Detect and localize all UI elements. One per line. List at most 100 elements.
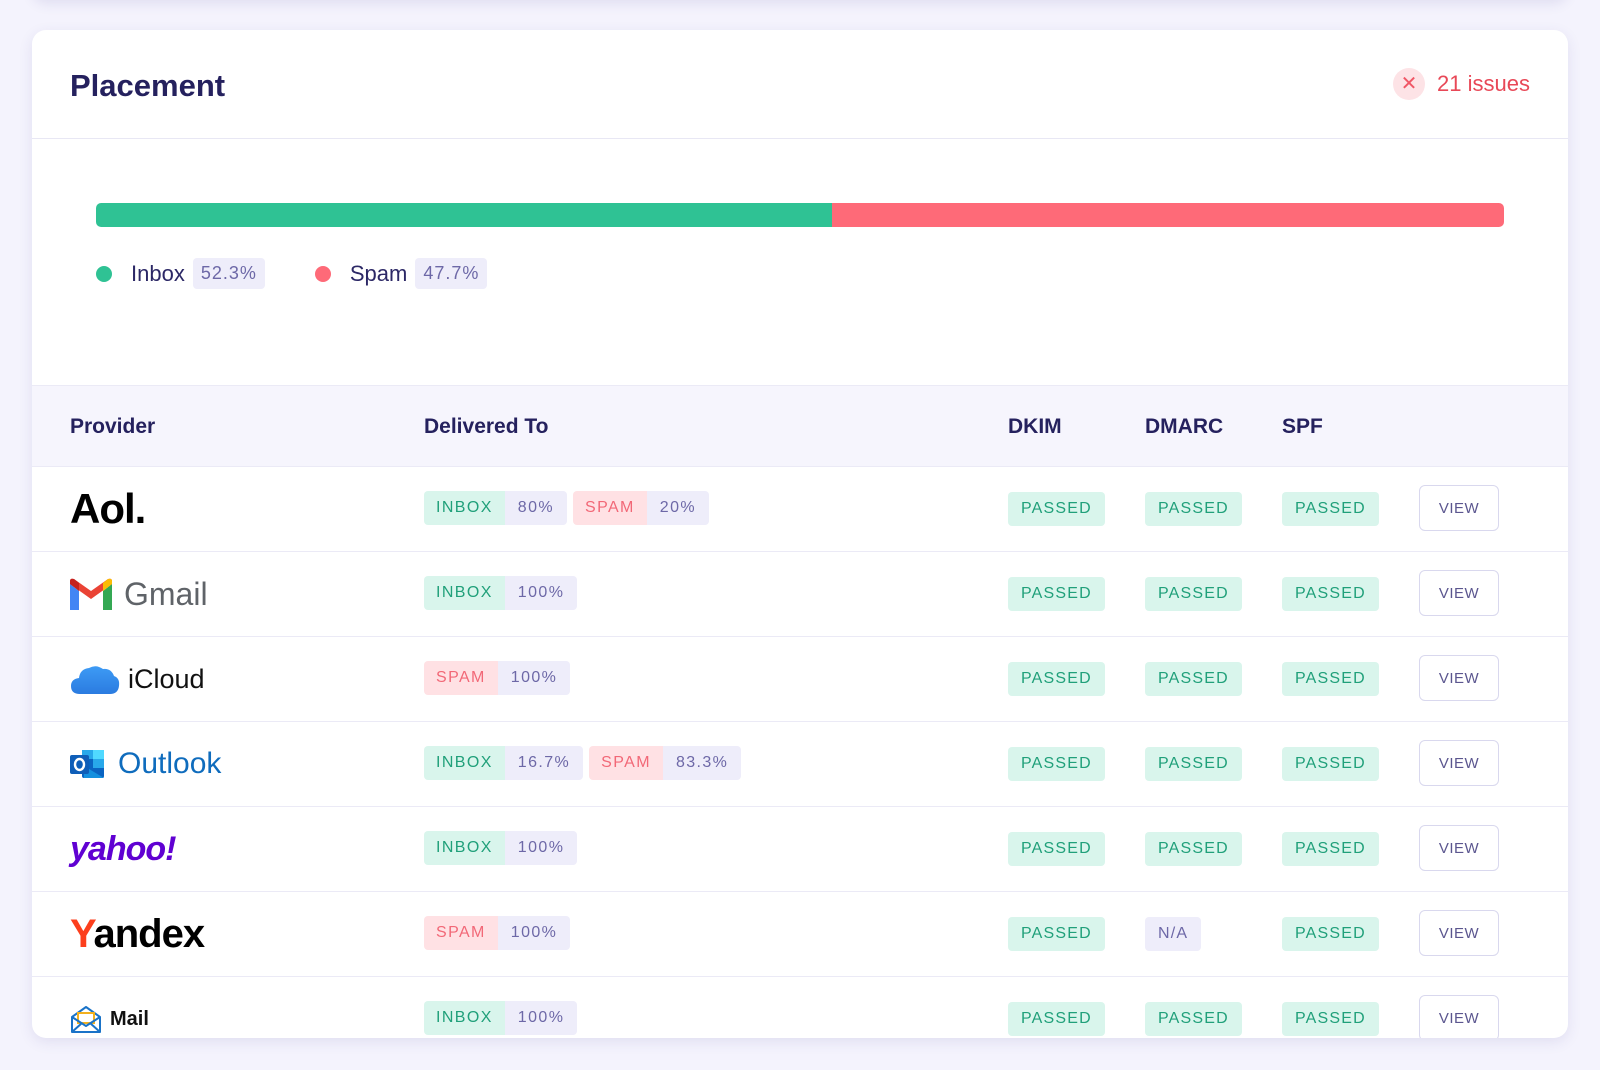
pill-pct: 100% — [504, 576, 578, 610]
yandex-logo-rest: andex — [93, 911, 205, 956]
table-row: yahoo! INBOX 100% PASSED PASSED PASSED VI… — [32, 807, 1568, 892]
pill-pct: 80% — [504, 491, 568, 525]
issues-indicator[interactable]: ✕ 21 issues — [1393, 68, 1530, 100]
delivered-to: INBOX 16.7% SPAM 83.3% — [424, 746, 742, 780]
spam-bar-segment — [832, 203, 1504, 227]
card-header: Placement ✕ 21 issues — [32, 30, 1568, 139]
dkim-status: PASSED — [1008, 577, 1105, 611]
mail-envelope-icon — [71, 1006, 101, 1033]
dkim-status: PASSED — [1008, 492, 1105, 526]
pill-tag: INBOX — [424, 576, 505, 610]
view-button[interactable]: VIEW — [1419, 570, 1499, 616]
inbox-pill: INBOX 100% — [424, 831, 578, 865]
pill-pct: 20% — [646, 491, 710, 525]
icloud-icon — [71, 666, 120, 694]
pill-tag: INBOX — [424, 1001, 505, 1035]
outlook-logo-text: Outlook — [118, 747, 222, 780]
header-delivered: Delivered To — [424, 415, 549, 438]
yandex-logo: Yandex — [70, 911, 205, 957]
inbox-pill: INBOX 80% — [424, 491, 568, 525]
legend-spam-label: Spam — [349, 260, 408, 286]
table-row: Mail INBOX 100% PASSED PASSED PASSED VIEW — [32, 977, 1568, 1038]
yandex-logo-y: Y — [70, 911, 95, 956]
view-button[interactable]: VIEW — [1419, 825, 1499, 871]
pill-pct: 83.3% — [662, 746, 742, 780]
provider-gmail: Gmail — [70, 552, 208, 636]
dmarc-status: PASSED — [1145, 662, 1242, 696]
dmarc-status: N/A — [1145, 917, 1202, 951]
provider-mail: Mail — [70, 977, 149, 1038]
spf-status: PASSED — [1282, 492, 1379, 526]
aol-logo: Aol. — [70, 485, 146, 532]
gmail-icon — [70, 578, 112, 610]
header-dkim: DKIM — [1008, 415, 1062, 438]
header-provider: Provider — [70, 415, 156, 438]
dkim-status: PASSED — [1008, 1002, 1105, 1036]
spam-pill: SPAM 100% — [424, 661, 571, 695]
close-icon: ✕ — [1393, 68, 1426, 100]
pill-tag: SPAM — [589, 746, 663, 780]
issues-count: 21 issues — [1437, 71, 1530, 96]
pill-tag: INBOX — [424, 746, 505, 780]
dmarc-status: PASSED — [1145, 747, 1242, 781]
spf-status: PASSED — [1282, 917, 1379, 951]
view-button[interactable]: VIEW — [1419, 995, 1499, 1038]
dmarc-status: PASSED — [1145, 1002, 1242, 1036]
inbox-pill: INBOX 100% — [424, 576, 578, 610]
gmail-logo-text: Gmail — [124, 575, 208, 612]
table-header: Provider Delivered To DKIM DMARC SPF — [32, 386, 1568, 467]
delivered-to: INBOX 100% — [424, 1001, 578, 1035]
pill-tag: INBOX — [424, 831, 505, 865]
pill-pct: 16.7% — [504, 746, 584, 780]
inbox-pill: INBOX 16.7% — [424, 746, 584, 780]
pill-tag: INBOX — [424, 491, 505, 525]
provider-icloud: iCloud — [70, 637, 205, 721]
provider-yandex: Yandex — [70, 892, 205, 976]
spam-dot-icon — [314, 265, 331, 282]
table-row: Aol. INBOX 80% SPAM 20% PASSED PASSED PASS… — [32, 467, 1568, 552]
legend-spam: Spam 47.7% — [314, 258, 488, 289]
inbox-pill: INBOX 100% — [424, 1001, 578, 1035]
spf-status: PASSED — [1282, 1002, 1379, 1036]
dkim-status: PASSED — [1008, 662, 1105, 696]
pill-tag: SPAM — [424, 916, 498, 950]
provider-outlook: Outlook — [70, 722, 221, 806]
legend-inbox: Inbox 52.3% — [96, 258, 265, 289]
inbox-dot-icon — [96, 265, 112, 282]
spf-status: PASSED — [1282, 577, 1379, 611]
dkim-status: PASSED — [1008, 747, 1105, 781]
placement-bar — [96, 203, 1504, 227]
delivered-to: SPAM 100% — [424, 916, 571, 950]
mail-logo-text: Mail — [110, 1007, 149, 1030]
dkim-status: PASSED — [1008, 832, 1105, 866]
delivered-to: INBOX 80% SPAM 20% — [424, 491, 710, 525]
spam-pill: SPAM 100% — [424, 916, 571, 950]
placement-summary: Inbox 52.3% Spam 47.7% — [32, 139, 1568, 386]
table-body: Aol. INBOX 80% SPAM 20% PASSED PASSED PASS… — [32, 467, 1568, 1038]
pill-pct: 100% — [504, 1001, 578, 1035]
legend-spam-pct: 47.7% — [415, 258, 488, 289]
card-title: Placement — [70, 68, 226, 103]
spf-status: PASSED — [1282, 747, 1379, 781]
view-button[interactable]: VIEW — [1419, 485, 1499, 531]
view-button[interactable]: VIEW — [1419, 910, 1499, 956]
spam-pill: SPAM 20% — [573, 491, 710, 525]
table-row: Gmail INBOX 100% PASSED PASSED PASSED VIE… — [32, 552, 1568, 637]
delivered-to: INBOX 100% — [424, 831, 578, 865]
spam-pill: SPAM 83.3% — [589, 746, 742, 780]
dmarc-status: PASSED — [1145, 577, 1242, 611]
dkim-status: PASSED — [1008, 917, 1105, 951]
pill-pct: 100% — [497, 916, 571, 950]
view-button[interactable]: VIEW — [1419, 740, 1499, 786]
placement-legend: Inbox 52.3% Spam 47.7% — [96, 258, 537, 289]
inbox-bar-segment — [96, 203, 833, 227]
table-row: iCloud SPAM 100% PASSED PASSED PASSED VIE… — [32, 637, 1568, 722]
legend-inbox-label: Inbox — [131, 260, 185, 286]
view-button[interactable]: VIEW — [1419, 655, 1499, 701]
pill-tag: SPAM — [573, 491, 647, 525]
header-dmarc: DMARC — [1145, 415, 1224, 438]
dmarc-status: PASSED — [1145, 492, 1242, 526]
provider-yahoo: yahoo! — [70, 807, 176, 891]
outlook-icon — [70, 750, 104, 778]
spf-status: PASSED — [1282, 662, 1379, 696]
